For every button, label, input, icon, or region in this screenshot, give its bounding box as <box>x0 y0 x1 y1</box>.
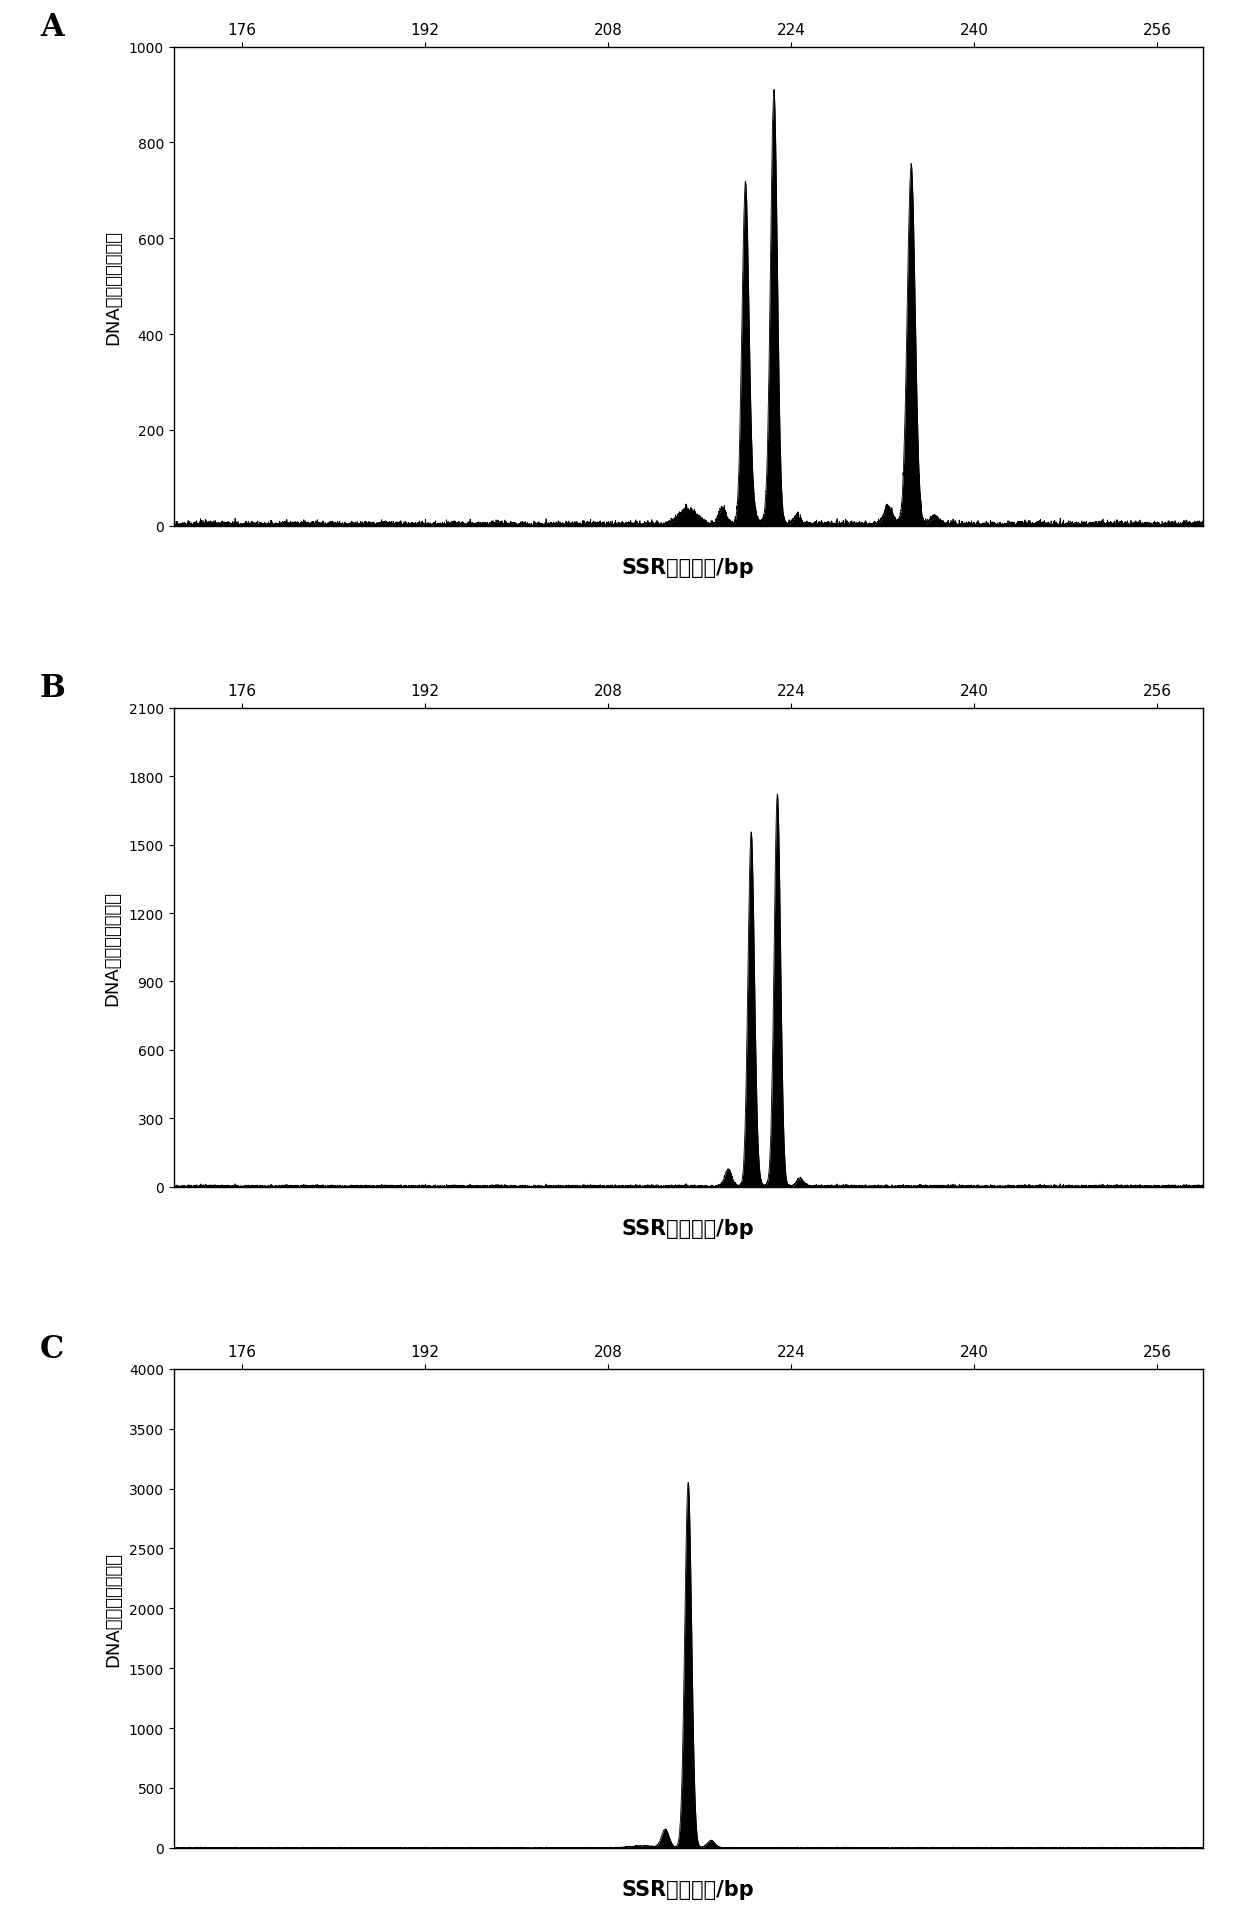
Text: SSR片段大小/bp: SSR片段大小/bp <box>621 1219 755 1238</box>
Text: A: A <box>40 11 63 42</box>
Text: SSR片段大小/bp: SSR片段大小/bp <box>621 558 755 577</box>
Text: SSR片段大小/bp: SSR片段大小/bp <box>621 1878 755 1899</box>
Y-axis label: DNA产物的相对数量: DNA产物的相对数量 <box>104 1551 122 1667</box>
Text: B: B <box>40 672 66 703</box>
Text: C: C <box>40 1334 64 1364</box>
Y-axis label: DNA产物的相对数量: DNA产物的相对数量 <box>104 229 122 345</box>
Y-axis label: DNA产物的相对数量: DNA产物的相对数量 <box>104 890 122 1006</box>
